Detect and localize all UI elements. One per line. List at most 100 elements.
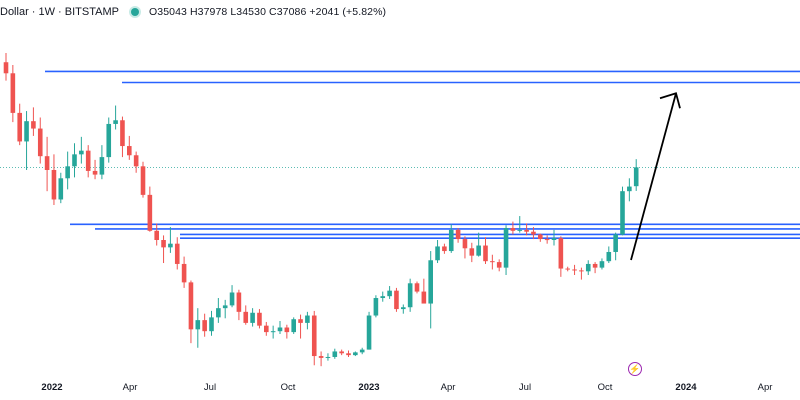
candle[interactable] [250,308,255,327]
candle[interactable] [243,305,249,325]
candle[interactable] [435,240,440,264]
candle[interactable] [222,299,228,319]
projection-arrow[interactable] [630,93,677,261]
candle[interactable] [209,310,214,336]
candle[interactable] [394,287,399,312]
candle[interactable] [257,309,262,329]
candle[interactable] [633,159,639,191]
candle[interactable] [120,116,125,158]
candle[interactable] [407,278,413,312]
candle[interactable] [181,256,187,288]
candle[interactable] [448,224,454,253]
candle[interactable] [140,161,146,198]
candle[interactable] [572,264,577,275]
price-chart[interactable] [0,0,800,376]
candle[interactable] [229,285,235,308]
candle[interactable] [606,246,612,264]
candle[interactable] [291,317,296,334]
candle[interactable] [483,237,488,264]
candle[interactable] [373,295,379,318]
candle[interactable] [490,254,495,270]
candle[interactable] [264,321,269,336]
candle[interactable] [216,298,221,323]
candle[interactable] [10,65,16,123]
time-axis[interactable]: 2022 Apr Jul Oct 2023 Apr Jul Oct 2024 Apr [0,376,800,400]
candle[interactable] [531,227,536,240]
candle[interactable] [503,225,509,275]
candle[interactable] [305,311,310,330]
candle-body [565,268,570,270]
candle[interactable] [414,281,420,294]
candle[interactable] [599,258,605,270]
candle[interactable] [565,266,570,272]
candle[interactable] [17,103,22,146]
candle[interactable] [421,278,427,304]
candle[interactable] [161,235,166,264]
candle[interactable] [613,232,618,261]
candle[interactable] [37,117,43,164]
candle[interactable] [346,350,351,357]
candle[interactable] [496,259,502,272]
candle[interactable] [551,229,557,246]
candle[interactable] [51,154,57,205]
candle[interactable] [517,216,523,233]
candle[interactable] [544,235,550,244]
candle[interactable] [168,227,173,253]
candle[interactable] [339,349,344,356]
candle[interactable] [147,186,153,232]
candle[interactable] [277,321,283,334]
candle[interactable] [270,325,276,339]
candle[interactable] [442,243,447,254]
candle[interactable] [353,351,358,357]
candle[interactable] [476,232,481,257]
candle[interactable] [106,117,112,163]
candle[interactable] [592,262,598,274]
candle[interactable] [298,314,303,339]
symbol-title[interactable]: Dollar · 1W · BITSTAMP [0,6,119,18]
candle[interactable] [99,145,105,180]
candle[interactable] [236,289,242,321]
lightning-bolt-icon[interactable]: ⚡ [628,362,642,376]
candle[interactable] [627,178,632,202]
candle-body [592,263,598,268]
candle[interactable] [127,135,132,160]
candle[interactable] [72,143,77,178]
candle[interactable] [31,107,36,136]
candle[interactable] [133,151,139,173]
candle[interactable] [202,313,207,337]
candle[interactable] [510,221,516,235]
candle[interactable] [24,111,29,170]
candle[interactable] [311,310,317,366]
candle[interactable] [332,348,338,359]
candle[interactable] [620,186,625,236]
candle[interactable] [44,136,50,192]
candle[interactable] [401,304,406,314]
candle[interactable] [318,351,324,367]
candle[interactable] [79,136,84,164]
candle[interactable] [579,267,584,280]
candle[interactable] [65,151,70,190]
candle[interactable] [174,237,180,270]
candle[interactable] [85,145,91,178]
candle[interactable] [455,228,461,243]
candle[interactable] [524,223,529,236]
candle[interactable] [469,242,475,263]
candle[interactable] [387,286,392,299]
candle[interactable] [58,172,64,204]
candle[interactable] [195,308,201,348]
candle[interactable] [585,260,591,275]
candle[interactable] [284,324,290,339]
candle[interactable] [380,291,386,302]
candle[interactable] [366,311,372,350]
candle[interactable] [558,236,564,277]
candle[interactable] [113,105,118,130]
candle[interactable] [188,280,194,344]
candle[interactable] [359,347,365,355]
candle[interactable] [538,233,543,242]
candle[interactable] [462,236,468,259]
candle[interactable] [428,251,433,329]
candle[interactable] [92,159,98,180]
candle[interactable] [3,53,9,81]
candle[interactable] [325,353,331,361]
candle[interactable] [154,223,159,246]
